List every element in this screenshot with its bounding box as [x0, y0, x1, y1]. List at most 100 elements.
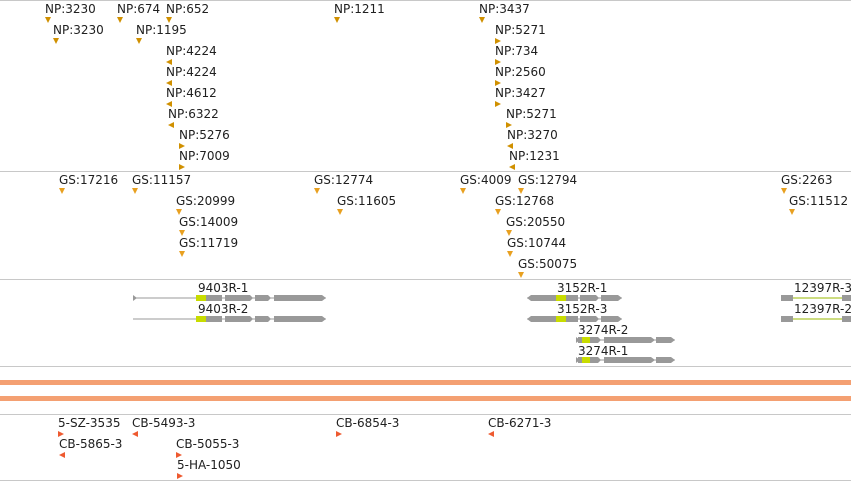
down-arrow-icon — [781, 188, 787, 194]
right-arrow-icon — [495, 38, 501, 44]
gene-models — [133, 295, 851, 363]
cb-feature-label: CB-5055-3 — [176, 437, 240, 451]
left-arrow-icon — [166, 59, 172, 65]
right-arrow-icon — [495, 59, 501, 65]
cb-feature-label: 5-HA-1050 — [177, 458, 241, 472]
np-feature-label: NP:5276 — [179, 128, 230, 142]
gs-feature-label: GS:11157 — [132, 173, 192, 187]
down-arrow-icon — [117, 17, 123, 23]
np-feature-label: NP:5271 — [495, 23, 546, 37]
left-arrow-icon — [509, 164, 515, 170]
np-feature-label: NP:7009 — [179, 149, 230, 163]
gene-label[interactable]: 3274R-1 — [578, 344, 629, 358]
gs-feature-label: GS:10744 — [507, 236, 567, 250]
left-arrow-icon — [507, 143, 513, 149]
gene-label[interactable]: 3274R-2 — [578, 323, 629, 337]
gs-feature-label: GS:12774 — [314, 173, 374, 187]
np-feature-label: NP:674 — [117, 2, 161, 16]
down-arrow-icon — [518, 272, 524, 278]
gene-model-3152R-1[interactable] — [527, 295, 622, 301]
gene-label[interactable]: 9403R-2 — [198, 302, 249, 316]
gs-feature-label: GS:50075 — [518, 257, 578, 271]
lane-separator-top — [0, 0, 851, 1]
gs-feature-label: GS:4009 — [460, 173, 512, 187]
cb-feature-label: CB-6271-3 — [488, 416, 552, 430]
gene-model-3274R-1[interactable] — [576, 357, 675, 363]
left-arrow-icon — [132, 431, 138, 437]
np-feature-label: NP:2560 — [495, 65, 546, 79]
lane-separator-genes-band — [0, 366, 851, 367]
gs-feature-label: GS:12768 — [495, 194, 555, 208]
gene-label[interactable]: 3152R-1 — [557, 281, 608, 295]
gs-feature-label: GS:11719 — [179, 236, 239, 250]
np-feature-label: NP:6322 — [168, 107, 219, 121]
np-feature-label: NP:4612 — [166, 86, 217, 100]
down-arrow-icon — [179, 230, 185, 236]
gene-model-3152R-3[interactable] — [527, 316, 622, 322]
right-arrow-icon — [58, 431, 64, 437]
down-arrow-icon — [337, 209, 343, 215]
down-arrow-icon — [176, 209, 182, 215]
right-arrow-icon — [506, 122, 512, 128]
gs-feature-label: GS:12794 — [518, 173, 578, 187]
down-arrow-icon — [132, 188, 138, 194]
gene-label[interactable]: 12397R-3 — [794, 281, 851, 295]
down-arrow-icon — [45, 17, 51, 23]
np-feature-label: NP:5271 — [506, 107, 557, 121]
gs-feature-label: GS:11605 — [337, 194, 397, 208]
np-feature-label: NP:4224 — [166, 65, 217, 79]
right-arrow-icon — [179, 143, 185, 149]
np-feature-label: NP:3437 — [479, 2, 530, 16]
down-arrow-icon — [136, 38, 142, 44]
cb-feature-label: CB-5493-3 — [132, 416, 196, 430]
gene-label[interactable]: 12397R-2 — [794, 302, 851, 316]
right-arrow-icon — [176, 452, 182, 458]
right-arrow-icon — [177, 473, 183, 479]
gene-model-12397R-3[interactable] — [781, 295, 851, 301]
gs-feature-label: GS:14009 — [179, 215, 239, 229]
np-feature-label: NP:1211 — [334, 2, 385, 16]
np-feature-label: NP:652 — [166, 2, 210, 16]
right-arrow-icon — [179, 164, 185, 170]
down-arrow-icon — [495, 209, 501, 215]
highlight-band-upper — [0, 380, 851, 385]
lane-separator-np-gs — [0, 171, 851, 172]
gene-label[interactable]: 9403R-1 — [198, 281, 249, 295]
down-arrow-icon — [59, 188, 65, 194]
gs-feature-label: GS:2263 — [781, 173, 833, 187]
gene-model-9403R-1[interactable] — [133, 295, 326, 301]
gene-model-3274R-2[interactable] — [576, 337, 675, 343]
gs-feature-label: GS:20550 — [506, 215, 566, 229]
np-feature-label: NP:3270 — [507, 128, 558, 142]
cb-feature-label: CB-6854-3 — [336, 416, 400, 430]
gs-feature-label: GS:20999 — [176, 194, 236, 208]
down-arrow-icon — [479, 17, 485, 23]
down-arrow-icon — [179, 251, 185, 257]
down-arrow-icon — [334, 17, 340, 23]
np-feature-label: NP:1231 — [509, 149, 560, 163]
down-arrow-icon — [314, 188, 320, 194]
cb-feature-label: 5-SZ-3535 — [58, 416, 121, 430]
gs-feature-label: GS:17216 — [59, 173, 119, 187]
lane-separator-band-cb — [0, 414, 851, 415]
right-arrow-icon — [495, 101, 501, 107]
np-feature-label: NP:3427 — [495, 86, 546, 100]
gene-label[interactable]: 3152R-3 — [557, 302, 608, 316]
gene-model-12397R-2[interactable] — [781, 316, 851, 322]
down-arrow-icon — [53, 38, 59, 44]
left-arrow-icon — [166, 101, 172, 107]
down-arrow-icon — [166, 17, 172, 23]
left-arrow-icon — [59, 452, 65, 458]
gene-model-9403R-2[interactable] — [133, 316, 326, 322]
left-arrow-icon — [488, 431, 494, 437]
right-arrow-icon — [495, 80, 501, 86]
down-arrow-icon — [789, 209, 795, 215]
np-feature-label: NP:4224 — [166, 44, 217, 58]
highlight-band-lower — [0, 396, 851, 401]
down-arrow-icon — [507, 251, 513, 257]
cb-feature-label: CB-5865-3 — [59, 437, 123, 451]
lane-separator-gs-genes — [0, 279, 851, 280]
np-feature-label: NP:3230 — [45, 2, 96, 16]
down-arrow-icon — [460, 188, 466, 194]
left-arrow-icon — [166, 80, 172, 86]
